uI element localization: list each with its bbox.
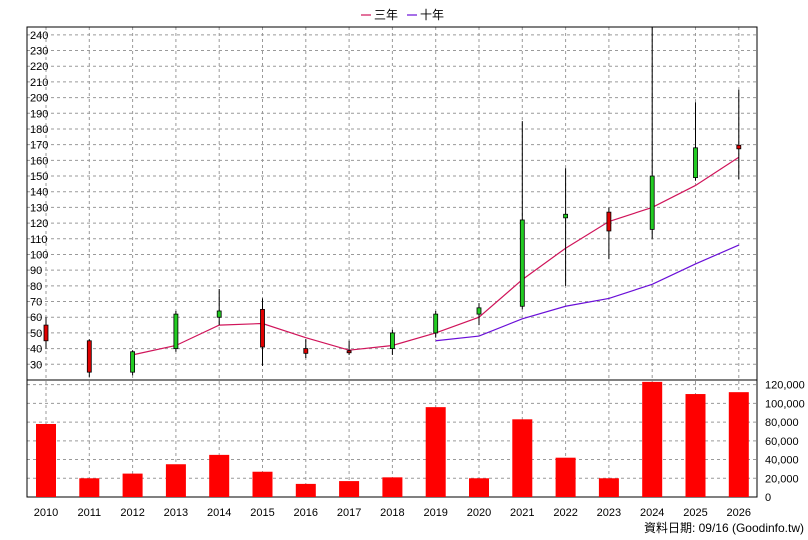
price-tick-label: 120 — [30, 218, 48, 230]
candle-body — [43, 324, 49, 342]
volume-tick-label: 40,000 — [765, 455, 799, 467]
x-tick-label: 2018 — [380, 507, 404, 519]
price-tick-label: 60 — [30, 312, 42, 324]
data-date-credit: 資料日期: 09/16 (Goodinfo.tw) — [644, 521, 804, 535]
x-tick-label: 2017 — [337, 507, 361, 519]
volume-bar — [382, 477, 403, 497]
price-tick-label: 40 — [30, 344, 42, 356]
volume-bar — [425, 407, 446, 497]
axis-labels: 30 40 50 60 70 80 90 100 110 120 130 140 150 160 170 18… — [30, 30, 805, 519]
volume-tick-label: 60,000 — [765, 436, 799, 448]
x-tick-label: 2024 — [640, 507, 664, 519]
volume-bar — [295, 483, 316, 497]
price-tick-label: 90 — [30, 265, 42, 277]
x-tick-label: 2016 — [294, 507, 318, 519]
price-tick-label: 150 — [30, 171, 48, 183]
candle-body — [86, 340, 92, 373]
x-tick-label: 2019 — [423, 507, 447, 519]
volume-tick-label: 80,000 — [765, 417, 799, 429]
price-tick-label: 230 — [30, 46, 48, 58]
volume-bar — [36, 423, 56, 497]
candle-body — [389, 332, 395, 350]
candle-body — [260, 308, 265, 348]
legend-label-10yr: 十年 — [420, 8, 444, 22]
volume-bar — [252, 471, 273, 497]
price-tick-label: 70 — [30, 297, 42, 309]
price-tick-label: 80 — [30, 281, 42, 293]
candlesticks — [43, 27, 742, 377]
volume-tick-label: 0 — [765, 492, 771, 504]
price-tick-label: 130 — [30, 202, 48, 214]
volume-bar — [728, 392, 749, 497]
grid-lines — [27, 27, 757, 497]
volume-bar — [685, 394, 706, 497]
volume-bar — [512, 419, 533, 497]
price-tick-label: 210 — [30, 77, 48, 89]
price-tick-label: 50 — [30, 328, 42, 340]
candle-body — [346, 350, 352, 354]
candle-body — [130, 351, 136, 373]
volume-bar — [339, 481, 360, 497]
x-tick-label: 2015 — [250, 507, 274, 519]
volume-bars — [36, 381, 749, 497]
legend-label-3yr: 三年 — [374, 8, 398, 22]
x-tick-label: 2011 — [77, 507, 101, 519]
volume-tick-label: 120,000 — [765, 380, 805, 392]
volume-bar — [642, 381, 663, 497]
candle-body — [693, 147, 698, 179]
candle-body — [216, 310, 222, 318]
volume-bar — [555, 457, 576, 497]
price-tick-label: 30 — [30, 359, 42, 371]
candle-body — [649, 175, 655, 230]
price-tick-label: 190 — [30, 108, 48, 120]
candle-body — [606, 211, 612, 232]
price-tick-label: 240 — [30, 30, 48, 42]
volume-tick-label: 20,000 — [765, 473, 799, 485]
volume-tick-label: 100,000 — [765, 398, 805, 410]
price-tick-label: 160 — [30, 155, 48, 167]
x-tick-label: 2012 — [120, 507, 144, 519]
volume-bar — [209, 454, 230, 497]
candle-body — [476, 307, 482, 315]
x-tick-label: 2026 — [727, 507, 751, 519]
candle-body — [736, 144, 742, 150]
legend: 三年 十年 — [361, 8, 444, 22]
volume-bar — [469, 478, 489, 497]
candle-body — [303, 348, 309, 354]
volume-bar — [598, 478, 619, 497]
ma-line-10yr — [435, 244, 740, 342]
x-tick-label: 2014 — [207, 507, 231, 519]
price-tick-label: 180 — [30, 124, 48, 136]
volume-bar — [165, 464, 186, 497]
price-tick-label: 110 — [30, 234, 48, 246]
price-tick-label: 200 — [30, 93, 48, 105]
volume-bar — [79, 478, 100, 497]
candle-body — [433, 313, 439, 334]
x-tick-label: 2023 — [597, 507, 621, 519]
volume-bar — [122, 473, 143, 497]
x-tick-label: 2022 — [553, 507, 577, 519]
price-tick-label: 170 — [30, 140, 48, 152]
x-tick-label: 2021 — [510, 507, 534, 519]
candle-body — [563, 213, 568, 219]
candle-body — [519, 219, 525, 307]
price-tick-label: 220 — [30, 61, 48, 73]
x-tick-label: 2010 — [34, 507, 58, 519]
x-tick-label: 2013 — [164, 507, 188, 519]
x-tick-label: 2025 — [683, 507, 707, 519]
price-tick-label: 140 — [30, 187, 48, 199]
price-tick-label: 100 — [30, 249, 48, 261]
x-tick-label: 2020 — [467, 507, 491, 519]
candle-body — [173, 313, 179, 350]
